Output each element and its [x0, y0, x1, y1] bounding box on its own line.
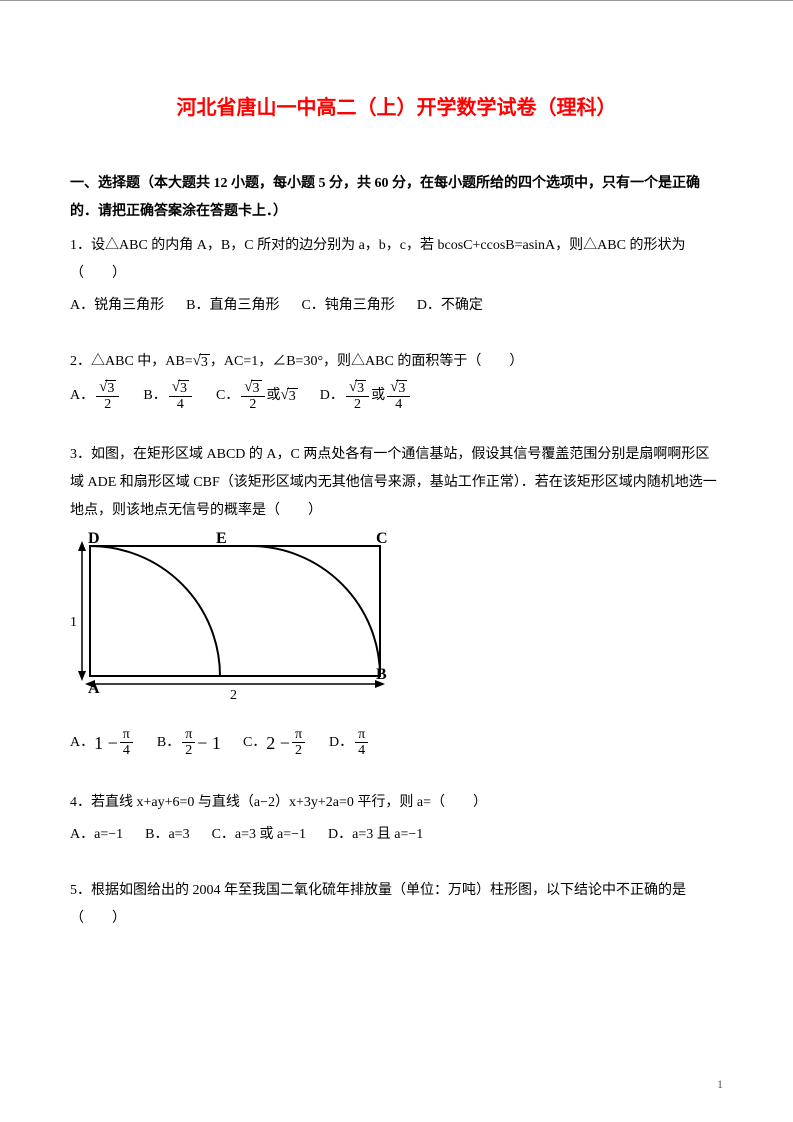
question-5: 5．根据如图给出的 2004 年至我国二氧化硫年排放量（单位：万吨）柱形图，以下…: [70, 877, 723, 933]
q3-opt-d: D． π4: [329, 727, 370, 759]
q2-opt-c: C． √3 2 或 √3: [216, 380, 298, 413]
q3-diagram: D E C A B 1 2: [70, 531, 723, 717]
q1-opt-c: C．钝角三角形: [301, 292, 394, 320]
frac-icon: π4: [355, 727, 368, 759]
q2-or: 或: [267, 382, 281, 410]
sqrt-3-icon: √3: [281, 388, 298, 404]
label-B: B: [376, 666, 387, 683]
q1-opt-d: D．不确定: [417, 292, 483, 320]
q3-a-label: A．: [70, 729, 94, 757]
arrow-down-icon: [78, 671, 86, 681]
q1-opt-b: B．直角三角形: [186, 292, 279, 320]
arc-ade: [90, 546, 220, 676]
q4-opt-d: D．a=3 且 a=−1: [328, 821, 423, 849]
q5-stem: 5．根据如图给出的 2004 年至我国二氧化硫年排放量（单位：万吨）柱形图，以下…: [70, 877, 723, 933]
label-D: D: [88, 531, 100, 547]
rect-abcd: [90, 546, 380, 676]
q4-options: A．a=−1 B．a=3 C．a=3 或 a=−1 D．a=3 且 a=−1: [70, 821, 723, 849]
q3-b-label: B．: [157, 729, 180, 757]
q2-a-label: A．: [70, 382, 94, 410]
label-C: C: [376, 531, 388, 547]
frac-icon: π4: [120, 727, 133, 759]
question-4: 4．若直线 x+ay+6=0 与直线（a−2）x+3y+2a=0 平行，则 a=…: [70, 789, 723, 849]
question-2: 2．△ABC 中，AB=√3，AC=1，∠B=30°，则△ABC 的面积等于（ …: [70, 348, 723, 413]
q1-options: A．锐角三角形 B．直角三角形 C．钝角三角形 D．不确定: [70, 292, 723, 320]
q2-b-label: B．: [143, 382, 166, 410]
frac-icon: π2: [292, 727, 305, 759]
frac-icon: π2: [182, 727, 195, 759]
label-2: 2: [230, 688, 237, 703]
q2-d-label: D．: [320, 382, 344, 410]
q4-opt-b: B．a=3: [145, 821, 189, 849]
q2-opt-b: B． √3 4: [143, 380, 194, 413]
sqrt-3-icon: √3: [193, 354, 210, 370]
q1-opt-a: A．锐角三角形: [70, 292, 164, 320]
frac-icon: √3 4: [387, 380, 410, 413]
q4-opt-a: A．a=−1: [70, 821, 123, 849]
exam-title: 河北省唐山一中高二（上）开学数学试卷（理科）: [70, 91, 723, 120]
q3-stem: 3．如图，在矩形区域 ABCD 的 A，C 两点处各有一个通信基站，假设其信号覆…: [70, 441, 723, 525]
q4-opt-c: C．a=3 或 a=−1: [212, 821, 306, 849]
q3-opt-c: C． 2 − π2: [243, 725, 307, 761]
frac-icon: √3 2: [96, 380, 119, 413]
q3-options: A． 1 − π4 B． π2 − 1 C． 2 − π2 D． π4: [70, 725, 723, 761]
question-3: 3．如图，在矩形区域 ABCD 的 A，C 两点处各有一个通信基站，假设其信号覆…: [70, 441, 723, 761]
frac-icon: √3 4: [169, 380, 192, 413]
q1-stem: 1．设△ABC 的内角 A，B，C 所对的边分别为 a，b，c，若 bcosC+…: [70, 232, 723, 288]
label-E: E: [216, 531, 227, 547]
frac-icon: √3 2: [241, 380, 264, 413]
arrow-up-icon: [78, 541, 86, 551]
q3-opt-b: B． π2 − 1: [157, 725, 221, 761]
q2-opt-d: D． √3 2 或 √3 4: [320, 380, 413, 413]
q3-svg: D E C A B 1 2: [70, 531, 400, 706]
page-number: 1: [717, 1077, 723, 1092]
q3-d-label: D．: [329, 729, 353, 757]
page: 河北省唐山一中高二（上）开学数学试卷（理科） 一、选择题（本大题共 12 小题，…: [0, 0, 793, 1122]
label-A: A: [88, 680, 100, 697]
section-1-header: 一、选择题（本大题共 12 小题，每小题 5 分，共 60 分，在每小题所给的四…: [70, 170, 723, 226]
q3-c-label: C．: [243, 729, 266, 757]
q2-c-label: C．: [216, 382, 239, 410]
q2-options: A． √3 2 B． √3 4 C． √3 2 或: [70, 380, 723, 413]
q3-opt-a: A． 1 − π4: [70, 725, 135, 761]
q2-stem: 2．△ABC 中，AB=√3，AC=1，∠B=30°，则△ABC 的面积等于（ …: [70, 348, 723, 376]
label-1: 1: [70, 615, 77, 630]
frac-icon: √3 2: [346, 380, 369, 413]
question-1: 1．设△ABC 的内角 A，B，C 所对的边分别为 a，b，c，若 bcosC+…: [70, 232, 723, 320]
arc-cbf: [250, 546, 380, 676]
q2-stem-post: ，AC=1，∠B=30°，则△ABC 的面积等于（ ）: [210, 354, 523, 369]
q2-or-2: 或: [371, 382, 385, 410]
q4-stem: 4．若直线 x+ay+6=0 与直线（a−2）x+3y+2a=0 平行，则 a=…: [70, 789, 723, 817]
q2-opt-a: A． √3 2: [70, 380, 121, 413]
q2-stem-pre: 2．△ABC 中，AB=: [70, 354, 193, 369]
